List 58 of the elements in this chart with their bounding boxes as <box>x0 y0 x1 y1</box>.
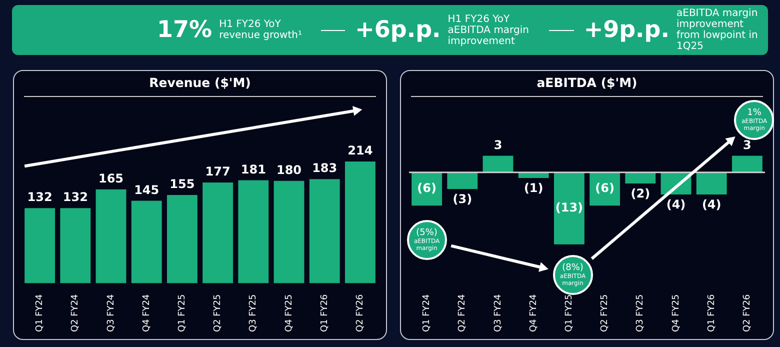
data-label: (4) <box>702 198 722 212</box>
bar <box>166 195 198 284</box>
data-label: (13) <box>555 200 584 215</box>
bar <box>131 200 162 284</box>
bar <box>238 180 269 284</box>
x-tick-label: Q2 FY24 <box>458 294 468 332</box>
bar <box>344 161 376 284</box>
bar <box>309 179 340 284</box>
x-tick-label: Q1 FY26 <box>706 294 717 332</box>
chart-title: aEBITDA ($'M) <box>411 75 763 97</box>
text: H1 FY26 YoY revenue growth¹ <box>219 19 303 41</box>
bar <box>202 182 234 284</box>
data-label: 180 <box>276 162 302 177</box>
data-label: (6) <box>417 181 436 196</box>
data-label: 183 <box>312 161 338 176</box>
text: 17% <box>157 17 212 43</box>
data-label: (1) <box>524 181 544 196</box>
data-label: 132 <box>27 190 52 204</box>
x-tick-label: Q2 FY26 <box>742 294 753 332</box>
data-label: (3) <box>452 192 472 206</box>
text: +9p.p. <box>584 17 670 43</box>
data-label: 145 <box>134 182 160 197</box>
data-label: 214 <box>348 144 373 158</box>
data-label: 3 <box>743 138 752 152</box>
bar <box>60 208 91 284</box>
x-tick-label: Q3 FY24 <box>493 294 504 332</box>
x-tick-label: Q1 FY24 <box>35 294 46 332</box>
text: H1 FY26 YoY aEBITDA margin improvement <box>448 14 530 46</box>
data-label: 177 <box>205 164 230 179</box>
chart-title: Revenue ($'M) <box>24 75 376 97</box>
x-tick-label: Q2 FY25 <box>213 294 224 332</box>
x-tick-label: Q1 FY25 <box>178 294 188 332</box>
text: aEBITDA margin improvement from lowpoint in 1Q25 <box>676 8 759 52</box>
x-tick-label: Q3 FY25 <box>636 294 646 332</box>
text: +6p.p. <box>355 17 441 43</box>
x-tick-label: Q4 FY25 <box>284 294 294 332</box>
data-label: (2) <box>630 186 650 201</box>
bar <box>96 189 126 284</box>
x-tick-label: Q4 FY24 <box>528 294 539 332</box>
bar <box>274 180 304 284</box>
x-tick-label: Q4 FY24 <box>142 294 152 332</box>
x-tick-label: Q3 FY24 <box>106 294 116 332</box>
x-tick-label: Q1 FY24 <box>422 294 432 332</box>
x-tick-label: Q1 FY26 <box>320 294 330 332</box>
x-tick-label: Q1 FY25 <box>564 294 575 332</box>
data-label: 132 <box>62 190 88 204</box>
x-tick-label: Q3 FY25 <box>248 294 259 332</box>
x-tick-label: Q2 FY26 <box>356 294 366 332</box>
data-label: 165 <box>98 171 124 186</box>
bar <box>24 208 56 284</box>
x-tick-label: Q2 FY24 <box>70 294 81 332</box>
data-label: (4) <box>666 198 686 212</box>
x-tick-label: Q4 FY25 <box>671 294 682 332</box>
x-tick-label: Q2 FY25 <box>600 294 610 332</box>
data-label: 3 <box>494 138 502 152</box>
data-label: 155 <box>170 177 195 192</box>
data-label: (6) <box>595 181 614 196</box>
data-label: 181 <box>240 162 266 176</box>
